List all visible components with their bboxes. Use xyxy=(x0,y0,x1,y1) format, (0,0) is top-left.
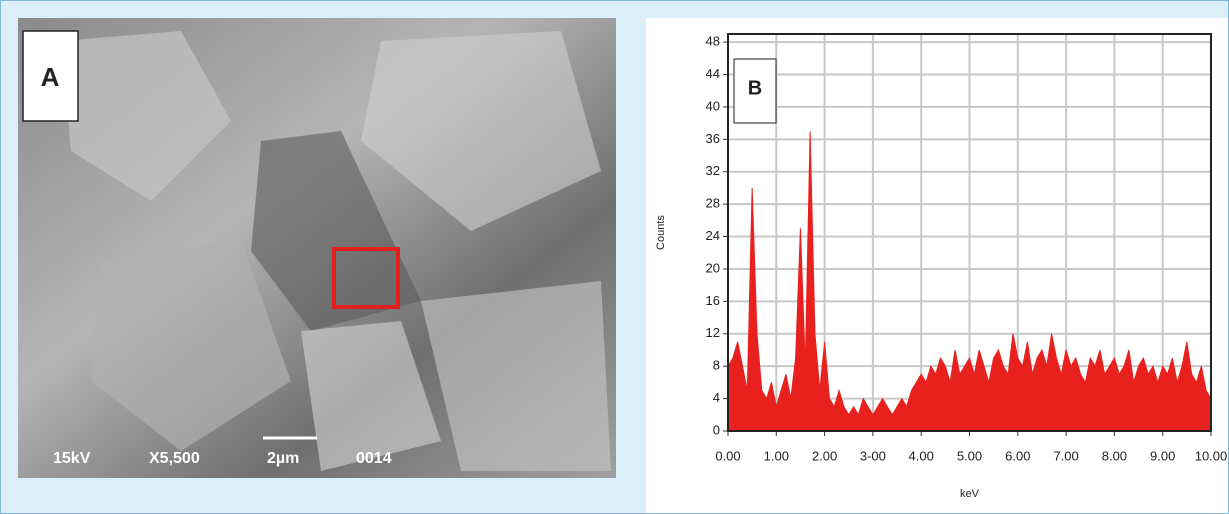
sem-image: A 15kV X5,500 2µm 0014 xyxy=(18,18,616,478)
x-tick-label: 4.00 xyxy=(909,448,934,463)
y-tick-label: 32 xyxy=(706,163,720,178)
panel-label: A xyxy=(41,62,60,92)
y-tick-label: 4 xyxy=(713,390,720,405)
sem-frame: 0014 xyxy=(356,450,392,467)
y-tick-label: 24 xyxy=(706,228,720,243)
spectrum-area xyxy=(727,131,1212,432)
y-tick-label: 16 xyxy=(706,293,720,308)
y-tick-label: 48 xyxy=(706,34,720,49)
x-tick-label: 8.00 xyxy=(1102,448,1127,463)
x-tick-label: 2.00 xyxy=(812,448,837,463)
x-tick-label: 7.00 xyxy=(1053,448,1078,463)
x-tick-label: 9.00 xyxy=(1150,448,1175,463)
y-tick-label: 36 xyxy=(706,131,720,146)
panel-label-box xyxy=(733,58,777,124)
plot-frame xyxy=(727,33,1212,432)
x-tick-label: 10.00 xyxy=(1195,448,1228,463)
panel-label: B xyxy=(748,77,762,99)
x-tick-label: 1.00 xyxy=(764,448,789,463)
y-tick-label: 44 xyxy=(706,66,720,81)
y-tick-label: 40 xyxy=(706,98,720,113)
x-tick-label: 0.00 xyxy=(715,448,740,463)
sem-magnification: X5,500 xyxy=(149,450,200,467)
x-axis-label: keV xyxy=(960,488,980,500)
y-tick-label: 12 xyxy=(706,325,720,340)
y-tick-label: 8 xyxy=(713,358,720,373)
sem-voltage: 15kV xyxy=(53,450,91,467)
x-tick-label: 6.00 xyxy=(1005,448,1030,463)
y-tick-label: 0 xyxy=(713,422,720,437)
x-tick-label: 5.00 xyxy=(957,448,982,463)
sem-scale: 2µm xyxy=(267,450,299,467)
y-tick-label: 28 xyxy=(706,196,720,211)
x-tick-label: 3-00 xyxy=(860,448,886,463)
y-axis-label: Counts xyxy=(655,215,667,250)
y-tick-label: 20 xyxy=(706,260,720,275)
